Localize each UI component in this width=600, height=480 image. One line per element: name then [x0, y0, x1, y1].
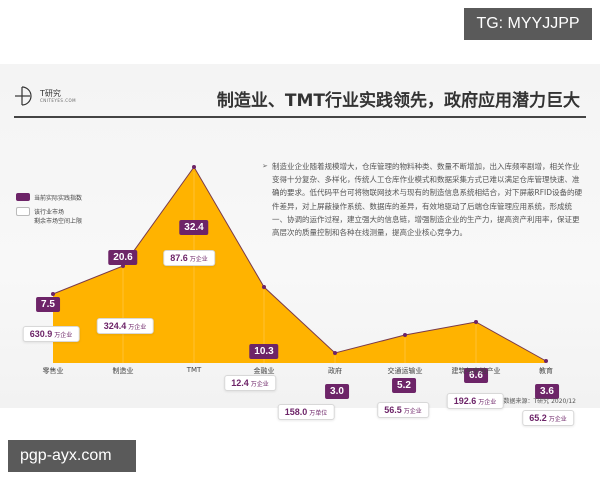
title-divider [14, 116, 586, 118]
chart-legend: 当前实际实践指数 该行业市场 剩余市场空间上限 [16, 193, 82, 230]
market-box: 12.4 万企业 [224, 375, 276, 391]
index-badge: 7.5 [36, 297, 60, 312]
index-line [52, 166, 547, 362]
index-badge: 3.6 [535, 384, 559, 399]
x-axis-label: 交通运输业 [387, 367, 423, 375]
index-badge: 32.4 [179, 220, 209, 235]
area-fill [53, 167, 546, 363]
x-axis-label: 制造业 [112, 367, 134, 375]
index-badge: 3.0 [325, 384, 349, 399]
index-badge: 20.6 [108, 250, 138, 265]
legend-swatch-white [16, 207, 30, 216]
legend-label: 该行业市场 剩余市场空间上限 [34, 209, 83, 225]
page-title: 制造业、TMT行业实践领先，政府应用潜力巨大 [216, 91, 580, 111]
market-box: 192.6 万企业 [446, 393, 504, 409]
legend-item-market: 该行业市场 剩余市场空间上限 [16, 207, 82, 225]
description-text: ➢ 制造业企业随着规模增大，仓库管理的物料种类、数量不断增加，出入库频率剧增，相… [262, 162, 583, 238]
x-axis-label: 金融业 [253, 367, 275, 375]
x-axis-label: TMT [186, 366, 202, 374]
index-badge: 10.3 [249, 344, 279, 359]
x-axis-label: 零售业 [42, 367, 64, 375]
watermark-bottom-left: pgp-ayx.com [8, 440, 136, 472]
legend-item-index: 当前实际实践指数 [16, 193, 82, 202]
x-axis-label: 政府 [328, 367, 342, 375]
x-axis-label: 教育 [539, 367, 553, 375]
market-box: 158.0 万单位 [277, 404, 335, 420]
logo-domain: CNITEYES.COM [40, 98, 77, 103]
market-box: 56.5 万企业 [377, 402, 429, 418]
market-box: 87.6 万企业 [163, 250, 215, 266]
legend-label: 当前实际实践指数 [34, 195, 83, 202]
data-points [51, 165, 548, 363]
logo: T研究 CNITEYES.COM [14, 84, 94, 108]
index-badge: 5.2 [392, 378, 416, 393]
logo-text: T研究 [40, 89, 61, 98]
logo-icon [15, 86, 32, 106]
slide: T研究 CNITEYES.COM 制造业、TMT行业实践领先，政府应用潜力巨大 [0, 64, 600, 426]
data-source: 数据来源：T研究 2020/12 [503, 398, 577, 405]
market-box: 324.4 万企业 [96, 318, 154, 334]
bullet-arrow-icon: ➢ [262, 162, 268, 170]
market-box: 65.2 万企业 [522, 410, 574, 426]
x-axis-label: 建筑与房地产业 [451, 367, 501, 375]
index-badge: 6.6 [464, 368, 488, 383]
legend-swatch-purple [16, 193, 30, 201]
market-box: 630.9 万企业 [22, 326, 80, 342]
watermark-top-right: TG: MYYJJPP [464, 8, 592, 40]
